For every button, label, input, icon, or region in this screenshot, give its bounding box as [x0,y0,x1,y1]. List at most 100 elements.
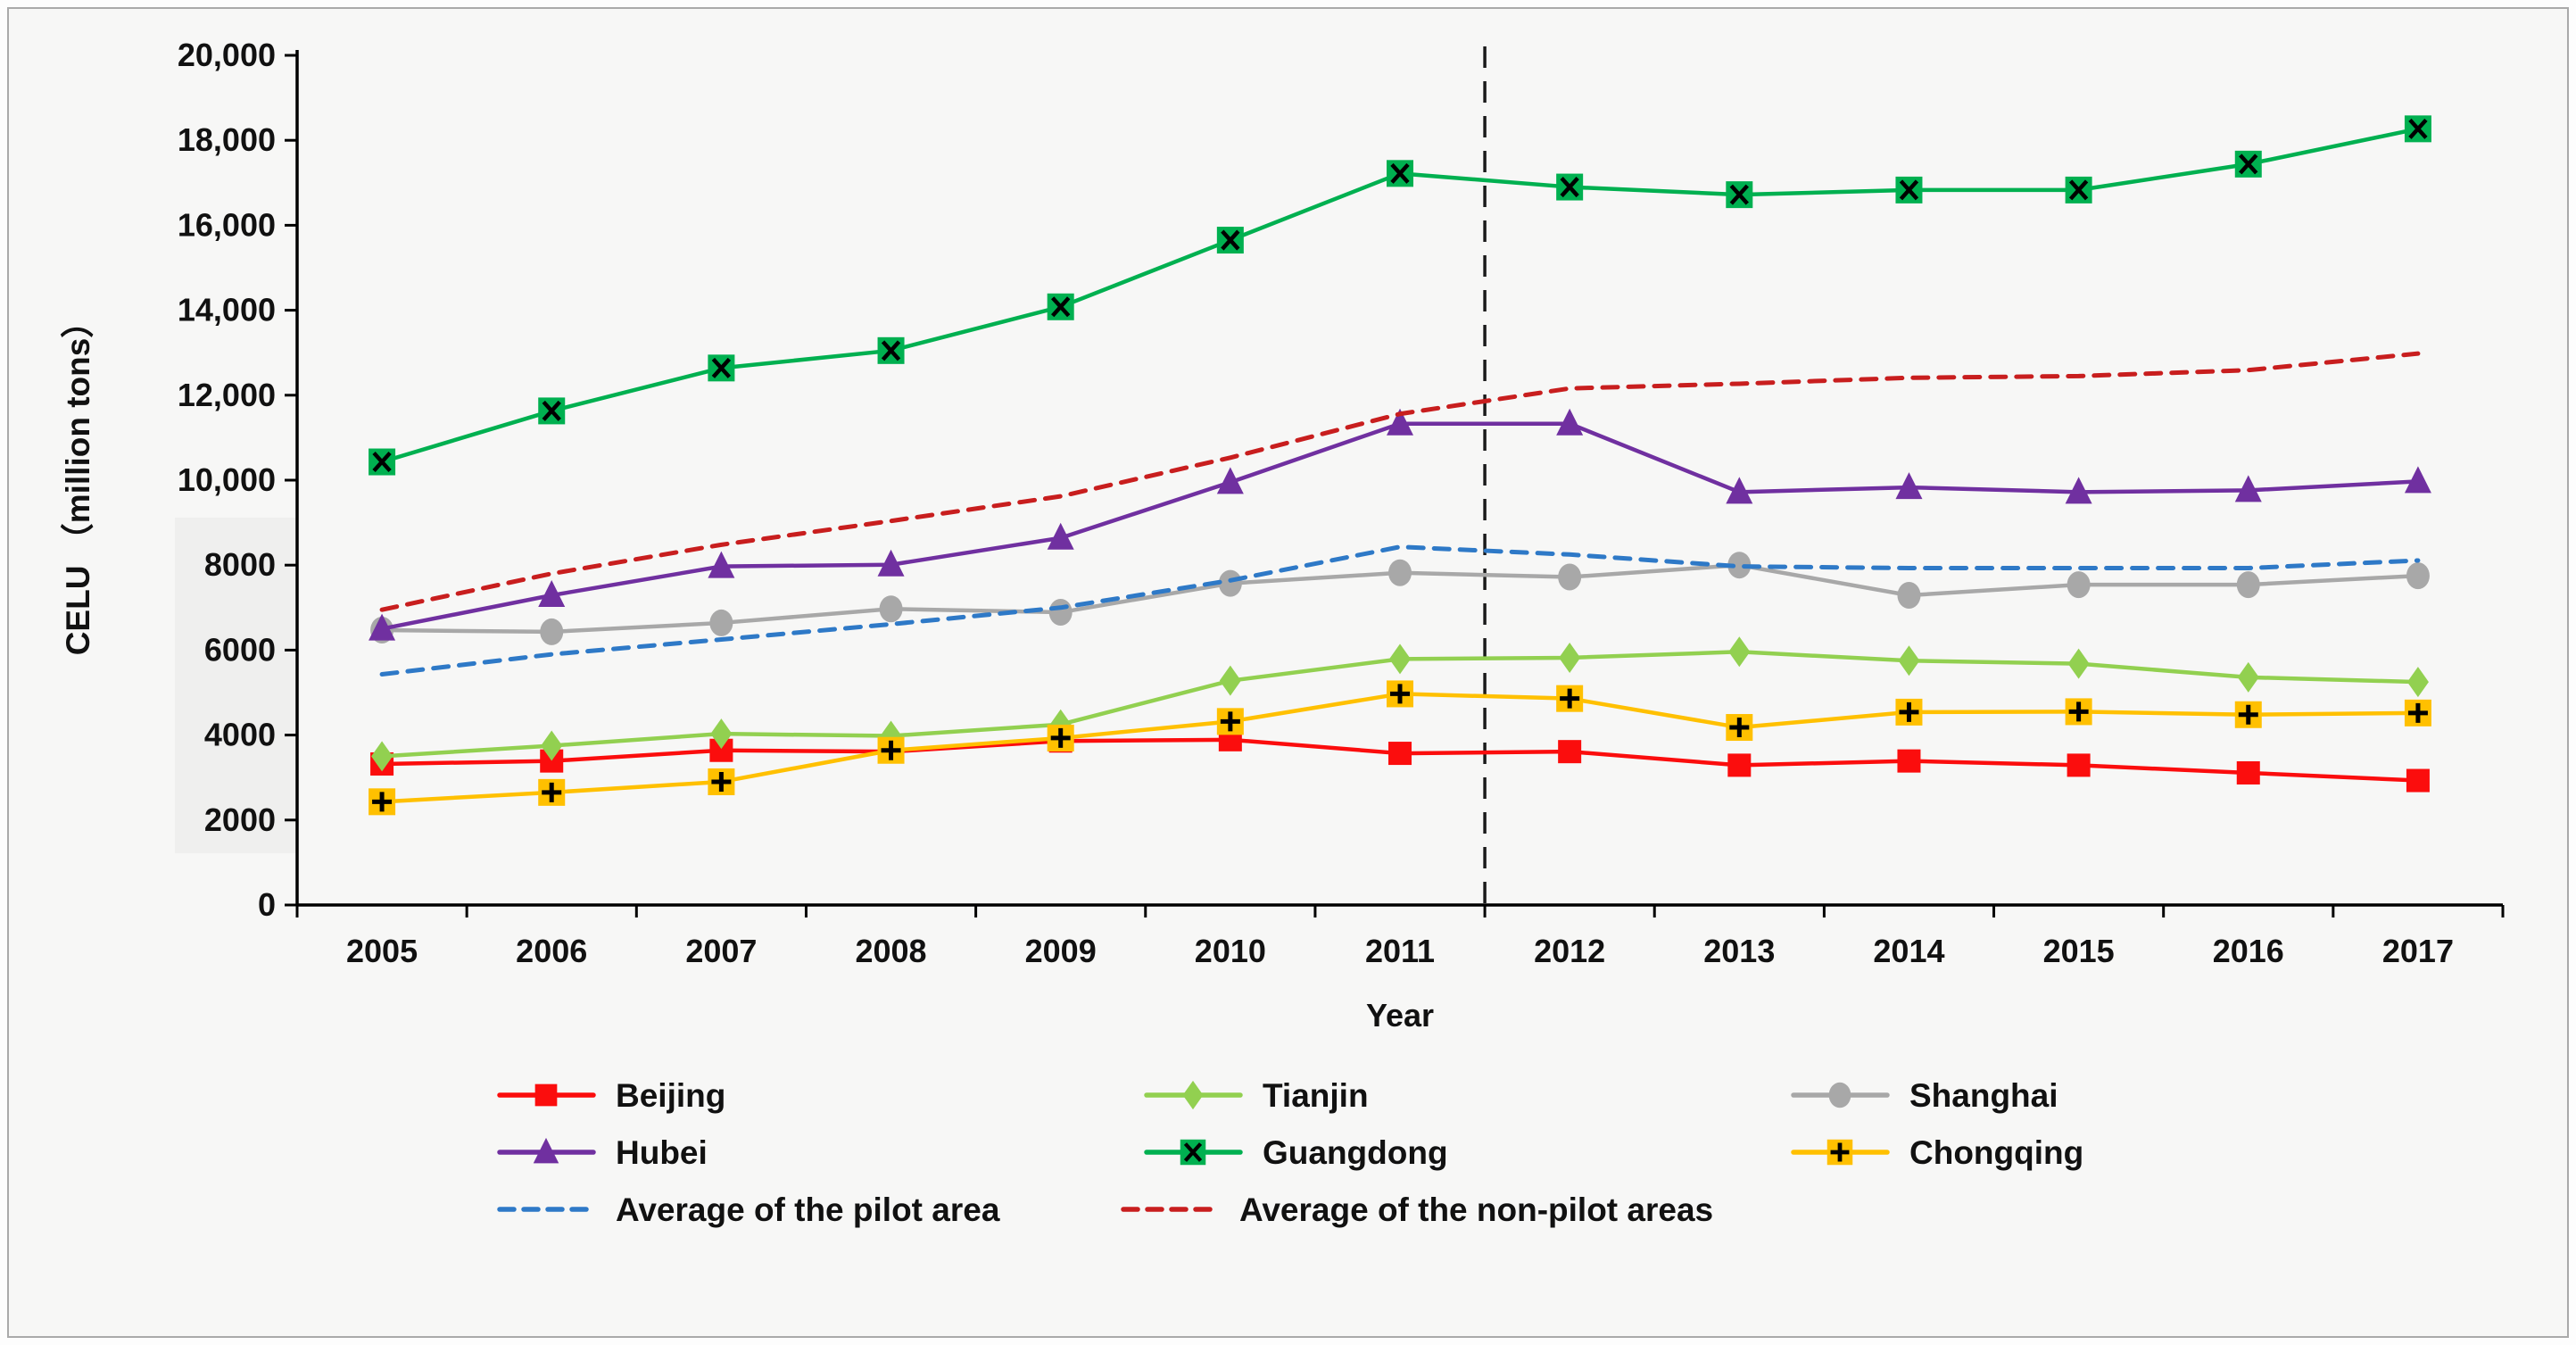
series-shanghai-marker [1218,569,1242,597]
legend-label-beijing: Beijing [616,1077,725,1114]
series-hubei-marker [1047,522,1074,550]
series-guangdong-marker-x-glyph [2239,154,2258,175]
series-shanghai-marker [540,618,564,645]
legend-item-guangdong: Guangdong [1144,1134,1448,1171]
legend-swatch-chongqing-marker-plus-glyph [1830,1142,1850,1162]
y-tick-label: 14,000 [178,292,276,328]
series-beijing-marker [1558,740,1582,764]
series-hubei-marker [708,551,735,578]
legend-swatch-tianjin-marker [1182,1080,1204,1110]
series-beijing-marker [1897,749,1921,773]
series-hubei-marker [1216,467,1244,494]
x-tick-label: 2008 [855,933,926,969]
x-tick-label: 2017 [2382,933,2454,969]
series-shanghai-marker [1388,559,1412,586]
x-tick-label: 2010 [1195,933,1266,969]
series-guangdong-marker-x-glyph [1560,177,1579,198]
series-shanghai-marker [1727,552,1752,579]
series-guangdong-marker-x-glyph [2068,179,2089,201]
legend-item-tianjin: Tianjin [1144,1077,1369,1114]
y-tick-label: 10,000 [178,461,276,498]
y-axis-ticks: 0 2000 4000 6000 8000 10,000 12,000 14,000 16,00… [178,37,297,923]
y-tick-label: 20,000 [178,37,276,73]
series-chongqing-marker-plus-glyph [1899,702,1919,722]
series-hubei-marker [1556,408,1584,436]
x-tick-label: 2015 [2043,933,2115,969]
series-hubei-line [379,421,2421,631]
series-tianjin-marker [710,718,733,750]
series-shanghai-marker [879,595,903,623]
x-tick-label: 2014 [1873,933,1944,969]
series-guangdong-marker-x-glyph [1729,184,1749,205]
legend-swatch-guangdong-marker-x-glyph [1183,1142,1203,1162]
legend-label-hubei: Hubei [616,1134,708,1171]
y-tick-label: 2000 [204,801,276,838]
series-shanghai-marker [1558,563,1582,591]
x-tick-label: 2013 [1703,933,1775,969]
series-beijing-marker [2067,753,2091,777]
series-guangdong-marker-x-glyph [372,452,392,473]
y-tick-label: 18,000 [178,121,276,158]
series-guangdong-marker-x-glyph [2408,118,2428,139]
legend-label-chongqing: Chongqing [1909,1134,2083,1171]
legend-label-guangdong: Guangdong [1263,1134,1448,1171]
series-chongqing-marker-plus-glyph [1220,711,1240,732]
series-tianjin-marker [541,730,563,761]
series-shanghai-marker [2236,571,2260,599]
series-guangdong-marker-x-glyph [1051,296,1071,318]
series-hubei-marker [369,613,396,641]
y-tick-label: 8000 [204,546,276,583]
series-guangdong-marker-x-glyph [1221,229,1240,251]
legend-item-hubei: Hubei [497,1134,708,1171]
x-tick-label: 2005 [346,933,418,969]
legend: Beijing Tianjin Shanghai Hubei Guangdong Chon… [497,1077,2083,1228]
legend-swatch-shanghai-marker [1828,1082,1851,1108]
series-hubei [369,408,2431,641]
series-average-of-the-non-pilot-areas [379,351,2421,612]
x-tick-label: 2007 [685,933,757,969]
series-guangdong-marker-x-glyph [1899,179,1919,201]
x-tick-label: 2006 [516,933,587,969]
series-tianjin-marker [1898,645,1920,677]
series-average-of-the-pilot-area-line [379,544,2421,677]
series-tianjin-marker [2237,661,2259,693]
series-chongqing-marker-plus-glyph [1729,718,1750,738]
series-hubei-marker [1387,408,1413,436]
series-hubei-marker [2065,477,2092,504]
x-tick-label: 2009 [1025,933,1097,969]
y-tick-label: 16,000 [178,206,276,243]
series-guangdong-marker-x-glyph [542,400,561,421]
x-axis-title: Year [1366,997,1434,1034]
x-tick-label: 2016 [2213,933,2284,969]
series-chongqing-marker-plus-glyph [1390,684,1410,704]
series-beijing-marker [1727,753,1752,777]
series-average-of-the-pilot-area [379,544,2421,677]
series-chongqing [369,680,2431,816]
series-tianjin-marker [1219,665,1241,696]
y-tick-label: 12,000 [178,377,276,413]
series-shanghai-marker [1048,599,1073,627]
series-average-of-the-non-pilot-areas-line [379,351,2421,612]
series-chongqing-marker-plus-glyph [2407,702,2428,723]
series-hubei-marker [1895,472,1923,500]
series-hubei-marker [1726,477,1753,504]
series-chongqing-marker-plus-glyph [881,740,901,760]
x-tick-label: 2011 [1365,933,1435,969]
y-tick-label: 0 [258,886,276,923]
series-beijing-marker [1388,742,1412,766]
legend-label-shanghai: Shanghai [1909,1077,2058,1114]
series-hubei-marker [2234,475,2262,502]
axes [295,50,2503,907]
x-axis-ticks: 2005 2006 2007 2008 2009 2010 2011 2012 2013 2014… [295,905,2505,969]
series-guangdong [369,115,2431,476]
legend-swatch-hubei-marker [533,1137,559,1164]
series-shanghai [370,552,2430,645]
series-hubei-marker [877,549,905,577]
series-tianjin-marker [1559,642,1581,673]
legend-item-shanghai: Shanghai [1791,1077,2058,1114]
series-tianjin-marker [371,741,393,772]
legend-label-average-of-the-pilot-area: Average of the pilot area [616,1191,1000,1228]
series-shanghai-marker [1897,581,1921,609]
series-guangdong-marker-x-glyph [881,340,901,361]
